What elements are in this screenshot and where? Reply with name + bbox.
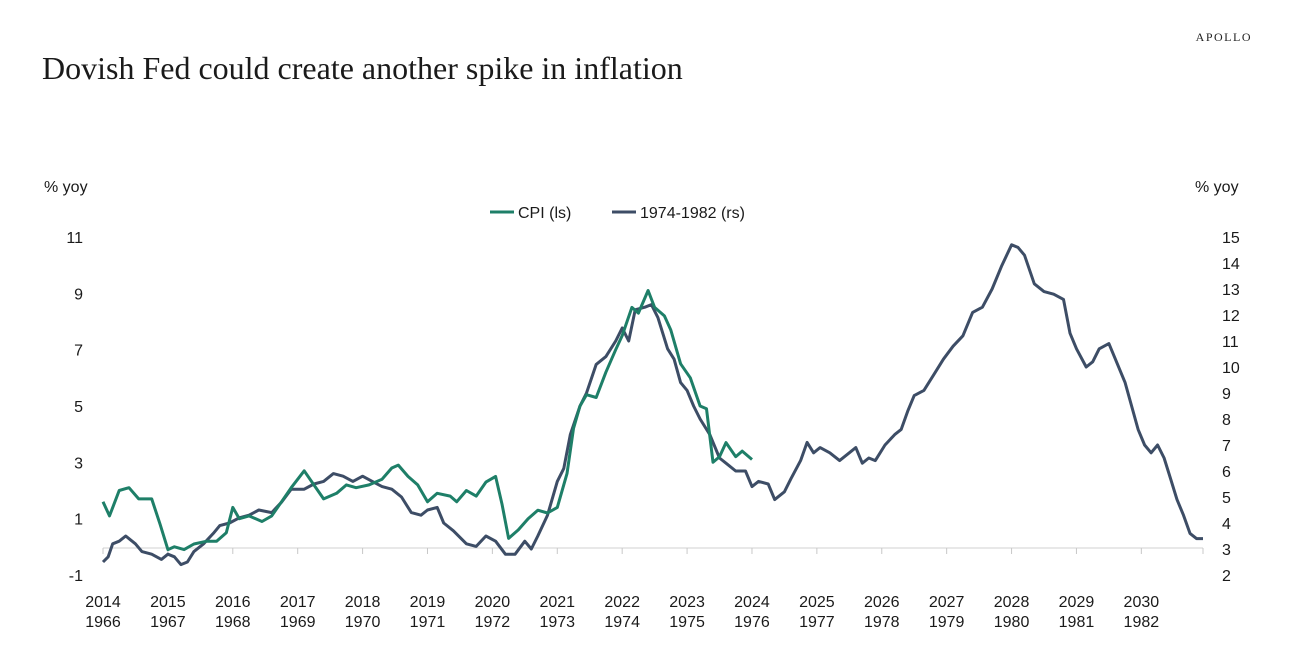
- x-tick-label-bottom: 1971: [410, 614, 446, 631]
- right-tick-label: 10: [1222, 360, 1240, 377]
- left-tick-label: 3: [74, 455, 83, 472]
- left-axis-ticks: -1 1 3 5 7 9 11: [66, 230, 83, 585]
- left-tick-label: 11: [66, 230, 83, 247]
- right-axis-ticks: 2 3 4 5 6 7 8 9 10 11 12 13 14 15: [1222, 230, 1240, 585]
- x-tick-label-bottom: 1975: [669, 614, 705, 631]
- x-tick-label-bottom: 1982: [1124, 614, 1160, 631]
- right-tick-label: 3: [1222, 542, 1231, 559]
- x-tick-label-bottom: 1968: [215, 614, 251, 631]
- x-tick-label-top: 2021: [539, 594, 575, 611]
- right-tick-label: 2: [1222, 568, 1231, 585]
- brand-logo: APOLLO: [1195, 30, 1252, 44]
- x-tick-label-bottom: 1981: [1059, 614, 1095, 631]
- legend-label-1974-1982: 1974-1982 (rs): [640, 205, 745, 222]
- left-tick-label: 1: [74, 512, 83, 529]
- x-tick-label-bottom: 1970: [345, 614, 381, 631]
- x-tick-label-top: 2027: [929, 594, 965, 611]
- x-tick-label-top: 2030: [1124, 594, 1160, 611]
- left-axis-unit: % yoy: [44, 179, 88, 196]
- x-tick-label-bottom: 1976: [734, 614, 770, 631]
- x-tick-label-bottom: 1967: [150, 614, 186, 631]
- x-tick-label-top: 2022: [604, 594, 640, 611]
- legend-label-cpi: CPI (ls): [518, 205, 571, 222]
- x-tick-label-bottom: 1979: [929, 614, 965, 631]
- x-tick-label-top: 2016: [215, 594, 251, 611]
- x-tick-label-bottom: 1973: [539, 614, 575, 631]
- x-tick-label-top: 2017: [280, 594, 316, 611]
- x-tick-label-top: 2018: [345, 594, 381, 611]
- right-tick-label: 6: [1222, 464, 1231, 481]
- x-tick-label-top: 2020: [475, 594, 511, 611]
- x-tick-label-top: 2025: [799, 594, 835, 611]
- x-tick-label-top: 2023: [669, 594, 705, 611]
- x-tick-label-top: 2015: [150, 594, 186, 611]
- right-tick-label: 8: [1222, 412, 1231, 429]
- right-tick-label: 12: [1222, 308, 1240, 325]
- x-tick-label-top: 2024: [734, 594, 770, 611]
- x-tick-label-top: 2029: [1059, 594, 1095, 611]
- right-tick-label: 14: [1222, 256, 1240, 273]
- cpi-line: [101, 289, 753, 552]
- right-tick-label: 13: [1222, 282, 1240, 299]
- right-tick-label: 15: [1222, 230, 1240, 247]
- x-tick-label-bottom: 1978: [864, 614, 900, 631]
- x-axis: 2014 1966 2015 1967 2016 1968 2017 1969 2018 1970…: [85, 547, 1204, 631]
- x-tick-label-top: 2014: [85, 594, 121, 611]
- x-tick-label-bottom: 1966: [85, 614, 121, 631]
- right-tick-label: 5: [1222, 490, 1231, 507]
- x-tick-label-bottom: 1980: [994, 614, 1030, 631]
- x-tick-label-bottom: 1977: [799, 614, 835, 631]
- right-tick-label: 4: [1222, 516, 1231, 533]
- x-tick-label-top: 2028: [994, 594, 1030, 611]
- left-tick-label: -1: [69, 568, 83, 585]
- right-axis-unit: % yoy: [1195, 179, 1239, 196]
- x-tick-label-bottom: 1974: [604, 614, 640, 631]
- left-tick-label: 7: [74, 343, 83, 360]
- x-tick-label-top: 2019: [410, 594, 446, 611]
- right-tick-label: 9: [1222, 386, 1231, 403]
- x-tick-label-bottom: 1972: [475, 614, 511, 631]
- left-tick-label: 9: [74, 286, 83, 303]
- right-tick-label: 11: [1222, 334, 1239, 351]
- legend: CPI (ls) 1974-1982 (rs): [490, 205, 745, 222]
- x-tick-label-bottom: 1969: [280, 614, 316, 631]
- left-tick-label: 5: [74, 399, 83, 416]
- right-tick-label: 7: [1222, 438, 1231, 455]
- chart-title: Dovish Fed could create another spike in…: [42, 50, 683, 86]
- series-lines: [101, 243, 1203, 567]
- x-tick-label-top: 2026: [864, 594, 900, 611]
